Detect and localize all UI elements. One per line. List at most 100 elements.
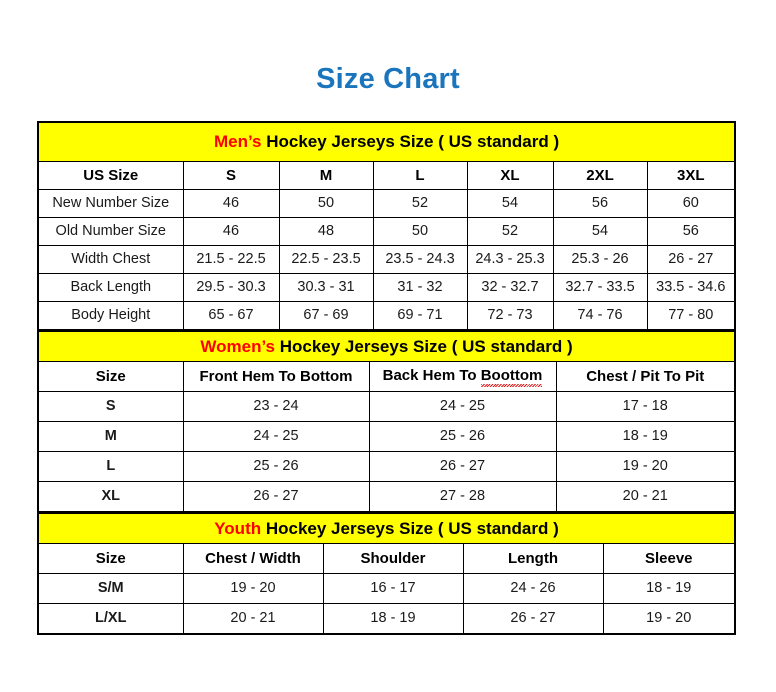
table-row: XL 26 - 27 27 - 28 20 - 21: [37, 481, 736, 512]
cell-value: 18 - 19: [555, 421, 736, 452]
cell-value: 19 - 20: [555, 451, 736, 482]
cell-value: 77 - 80: [646, 301, 736, 330]
cell-value: 32.7 - 33.5: [552, 273, 648, 302]
youth-col-3: Length: [462, 543, 604, 574]
table-row: Old Number Size 46 48 50 52 54 56: [37, 217, 736, 246]
mens-col-3: L: [372, 161, 468, 190]
youth-col-2: Shoulder: [322, 543, 464, 574]
mens-section-banner: Men’s Hockey Jerseys Size ( US standard …: [38, 121, 736, 162]
table-row: New Number Size 46 50 52 54 56 60: [37, 189, 736, 218]
youth-col-0: Size: [37, 543, 184, 574]
mens-size-table: Men’s Hockey Jerseys Size ( US standard …: [37, 121, 737, 330]
cell-value: 29.5 - 30.3: [182, 273, 280, 302]
cell-value: 50: [372, 217, 468, 246]
mens-col-2: M: [278, 161, 374, 190]
youth-col-4: Sleeve: [602, 543, 736, 574]
cell-value: 33.5 - 34.6: [646, 273, 736, 302]
cell-value: 24 - 25: [182, 421, 370, 452]
womens-banner-rest: Hockey Jerseys Size ( US standard ): [275, 336, 573, 356]
table-row: M 24 - 25 25 - 26 18 - 19: [37, 421, 736, 452]
cell-value: 18 - 19: [322, 603, 464, 635]
row-label: S: [37, 391, 184, 422]
mens-col-5: 2XL: [552, 161, 648, 190]
cell-value: 74 - 76: [552, 301, 648, 330]
mens-col-1: S: [182, 161, 280, 190]
cell-value: 54: [466, 189, 554, 218]
row-label: Body Height: [37, 301, 184, 330]
row-label: L/XL: [37, 603, 184, 635]
mens-banner-rest: Hockey Jerseys Size ( US standard ): [261, 132, 560, 152]
cell-value: 56: [552, 189, 648, 218]
cell-value: 32 - 32.7: [466, 273, 554, 302]
cell-value: 27 - 28: [368, 481, 557, 512]
cell-value: 19 - 20: [182, 573, 324, 604]
womens-banner-highlight: Women’s: [200, 336, 275, 356]
youth-banner-rest: Hockey Jerseys Size ( US standard ): [261, 518, 559, 538]
youth-banner-highlight: Youth: [214, 518, 262, 538]
table-row: L/XL 20 - 21 18 - 19 26 - 27 19 - 20: [37, 603, 736, 635]
table-row: S 23 - 24 24 - 25 17 - 18: [37, 391, 736, 422]
cell-value: 23 - 24: [182, 391, 370, 422]
cell-value: 20 - 21: [555, 481, 736, 512]
cell-value: 23.5 - 24.3: [372, 245, 468, 274]
youth-column-header-row: Size Chest / Width Shoulder Length Sleev…: [37, 543, 736, 574]
cell-value: 46: [182, 217, 280, 246]
youth-col-1: Chest / Width: [182, 543, 324, 574]
cell-value: 30.3 - 31: [278, 273, 374, 302]
womens-size-table: Women’s Hockey Jerseys Size ( US standar…: [37, 330, 737, 512]
youth-section-banner: Youth Hockey Jerseys Size ( US standard …: [38, 512, 735, 544]
table-row: Body Height 65 - 67 67 - 69 69 - 71 72 -…: [37, 301, 736, 330]
womens-col-2: Back Hem To Boottom: [368, 361, 557, 392]
youth-banner-cell: Youth Hockey Jerseys Size ( US standard …: [38, 512, 735, 544]
cell-value: 18 - 19: [602, 573, 736, 604]
row-label: S/M: [37, 573, 184, 604]
cell-value: 24 - 25: [368, 391, 557, 422]
mens-col-4: XL: [466, 161, 554, 190]
cell-value: 54: [552, 217, 648, 246]
cell-value: 20 - 21: [182, 603, 324, 635]
womens-col-3: Chest / Pit To Pit: [555, 361, 736, 392]
cell-value: 56: [646, 217, 736, 246]
mens-banner-highlight: Men’s: [213, 132, 262, 152]
table-row: L 25 - 26 26 - 27 19 - 20: [37, 451, 736, 482]
cell-value: 24 - 26: [462, 573, 604, 604]
cell-value: 22.5 - 23.5: [278, 245, 374, 274]
cell-value: 25 - 26: [182, 451, 370, 482]
mens-column-header-row: US Size S M L XL 2XL 3XL: [37, 161, 736, 190]
table-row: Width Chest 21.5 - 22.5 22.5 - 23.5 23.5…: [37, 245, 736, 274]
row-label: New Number Size: [37, 189, 184, 218]
row-label: Back Length: [37, 273, 184, 302]
cell-value: 48: [278, 217, 374, 246]
row-label: XL: [37, 481, 184, 512]
cell-value: 25 - 26: [368, 421, 557, 452]
cell-value: 46: [182, 189, 280, 218]
womens-banner-cell: Women’s Hockey Jerseys Size ( US standar…: [38, 330, 736, 362]
cell-value: 67 - 69: [278, 301, 374, 330]
cell-value: 25.3 - 26: [552, 245, 648, 274]
size-tables-container: Men’s Hockey Jerseys Size ( US standard …: [37, 121, 737, 635]
row-label: L: [37, 451, 184, 482]
womens-col-0: Size: [37, 361, 184, 392]
womens-section-banner: Women’s Hockey Jerseys Size ( US standar…: [38, 330, 736, 362]
cell-value: 26 - 27: [462, 603, 604, 635]
cell-value: 52: [466, 217, 554, 246]
womens-column-header-row: Size Front Hem To Bottom Back Hem To Boo…: [37, 361, 736, 392]
table-row: S/M 19 - 20 16 - 17 24 - 26 18 - 19: [37, 573, 736, 604]
mens-col-6: 3XL: [646, 161, 736, 190]
cell-value: 26 - 27: [368, 451, 557, 482]
table-row: Back Length 29.5 - 30.3 30.3 - 31 31 - 3…: [37, 273, 736, 302]
row-label: Width Chest: [37, 245, 184, 274]
cell-value: 50: [278, 189, 374, 218]
row-label: M: [37, 421, 184, 452]
womens-col-2-prefix: Back Hem To: [382, 367, 481, 385]
cell-value: 69 - 71: [372, 301, 468, 330]
cell-value: 21.5 - 22.5: [182, 245, 280, 274]
cell-value: 65 - 67: [182, 301, 280, 330]
cell-value: 72 - 73: [466, 301, 554, 330]
cell-value: 26 - 27: [646, 245, 736, 274]
cell-value: 60: [646, 189, 736, 218]
cell-value: 52: [372, 189, 468, 218]
mens-banner-cell: Men’s Hockey Jerseys Size ( US standard …: [38, 121, 736, 162]
page-title: Size Chart: [316, 63, 460, 95]
